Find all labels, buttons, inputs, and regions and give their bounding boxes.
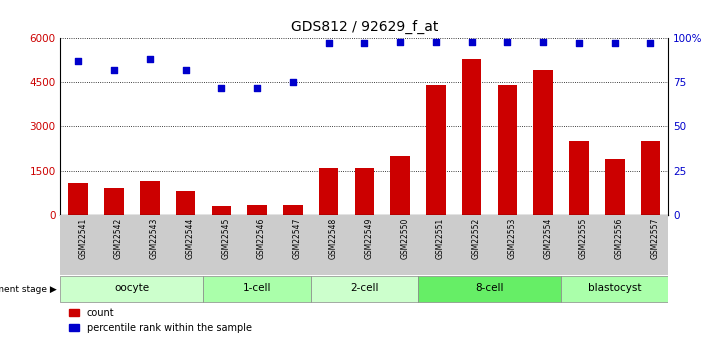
Text: GSM22555: GSM22555 (579, 217, 588, 259)
Point (108, 67, 119, 72)
Bar (176, 191, 196, 215)
Point (609, 41, 621, 46)
Text: GSM22543: GSM22543 (150, 217, 159, 259)
Text: GSM22548: GSM22548 (328, 217, 338, 259)
Text: GSM22550: GSM22550 (400, 217, 409, 259)
Legend: count, percentile rank within the sample: count, percentile rank within the sample (65, 304, 255, 337)
Text: GSM22551: GSM22551 (436, 217, 445, 259)
Text: GSM22546: GSM22546 (257, 217, 266, 259)
Bar (605, 159, 624, 215)
Text: GSM22556: GSM22556 (615, 217, 624, 259)
Point (430, 39, 442, 44)
Text: blastocyst: blastocyst (588, 284, 641, 294)
Bar (390, 156, 410, 215)
Bar (211, 206, 231, 215)
Point (180, 67, 191, 72)
Text: GSM22552: GSM22552 (471, 217, 481, 259)
Point (502, 39, 513, 44)
Bar (283, 205, 303, 215)
Bar (569, 141, 589, 215)
Title: GDS812 / 92629_f_at: GDS812 / 92629_f_at (291, 20, 438, 34)
Text: GSM22553: GSM22553 (508, 217, 516, 259)
Point (323, 41, 334, 46)
Text: GSM22544: GSM22544 (186, 217, 195, 259)
Bar (68, 183, 88, 215)
Text: 8-cell: 8-cell (475, 284, 504, 294)
Text: GSM22542: GSM22542 (114, 217, 123, 259)
Bar (426, 85, 446, 215)
Point (215, 85, 227, 90)
Point (395, 39, 406, 44)
Bar (561, 276, 668, 302)
Point (573, 41, 584, 46)
Text: GSM22547: GSM22547 (293, 217, 302, 259)
Point (358, 41, 370, 46)
Bar (319, 168, 338, 215)
Bar (140, 181, 160, 215)
Point (144, 57, 156, 62)
Bar (462, 59, 481, 215)
Text: development stage ▶: development stage ▶ (0, 285, 57, 294)
Bar (105, 188, 124, 215)
Point (466, 39, 477, 44)
Bar (418, 276, 561, 302)
Bar (498, 85, 518, 215)
Text: GSM22549: GSM22549 (364, 217, 373, 259)
Text: GSM22545: GSM22545 (221, 217, 230, 259)
Point (252, 85, 263, 90)
Text: 1-cell: 1-cell (243, 284, 272, 294)
Point (73, 58, 84, 64)
Bar (60, 276, 203, 302)
Bar (203, 276, 311, 302)
Bar (311, 276, 418, 302)
Bar (641, 141, 661, 215)
Bar (355, 168, 374, 215)
Point (645, 41, 656, 46)
Text: GSM22554: GSM22554 (543, 217, 552, 259)
Bar (247, 205, 267, 215)
Text: 2-cell: 2-cell (350, 284, 379, 294)
Text: GSM22541: GSM22541 (78, 217, 87, 259)
Point (538, 39, 549, 44)
Point (287, 79, 299, 85)
Text: GSM22557: GSM22557 (651, 217, 660, 259)
Bar (533, 70, 553, 215)
Text: oocyte: oocyte (114, 284, 149, 294)
